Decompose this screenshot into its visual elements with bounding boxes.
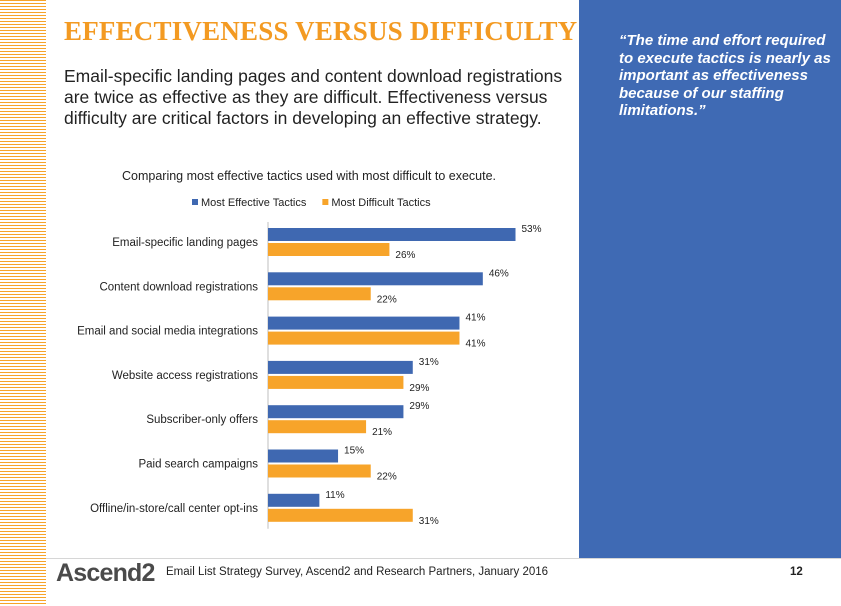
- bar-0-4: [268, 405, 404, 419]
- category-label-3: Website access registrations: [112, 370, 258, 382]
- quote-panel: “The time and effort required to execute…: [579, 0, 841, 558]
- chart-title: Comparing most effective tactics used wi…: [122, 169, 496, 183]
- footer-divider: [46, 558, 841, 559]
- data-label-1-1: 22%: [377, 294, 397, 305]
- category-label-4: Subscriber-only offers: [146, 414, 258, 426]
- decorative-stripes: [0, 0, 46, 606]
- category-label-1: Content download registrations: [99, 281, 258, 293]
- bar-1-5: [268, 464, 371, 478]
- legend-swatch-0: [192, 199, 198, 205]
- bar-1-6: [268, 508, 413, 522]
- legend-label-1: Most Difficult Tactics: [331, 197, 431, 209]
- data-label-1-6: 31%: [419, 516, 439, 527]
- bar-1-3: [268, 375, 404, 389]
- bar-0-0: [268, 228, 516, 241]
- data-label-1-3: 29%: [409, 383, 429, 394]
- category-label-6: Offline/in-store/call center opt-ins: [90, 503, 258, 515]
- category-label-2: Email and social media integrations: [77, 326, 258, 338]
- data-label-1-2: 41%: [465, 339, 485, 350]
- legend-label-0: Most Effective Tactics: [201, 197, 307, 209]
- ascend2-logo: Ascend2: [56, 559, 155, 587]
- bar-0-3: [268, 360, 413, 374]
- data-label-0-2: 41%: [465, 313, 485, 324]
- data-label-0-5: 15%: [344, 446, 364, 457]
- category-label-5: Paid search campaigns: [138, 459, 258, 471]
- data-label-0-6: 11%: [325, 490, 344, 501]
- quote-text: “The time and effort required to execute…: [619, 32, 831, 119]
- bar-0-1: [268, 272, 483, 286]
- bar-0-6: [268, 493, 320, 507]
- intro-text: Email-specific landing pages and content…: [64, 66, 563, 128]
- bar-1-1: [268, 287, 371, 301]
- data-label-1-4: 21%: [372, 427, 392, 438]
- bar-0-5: [268, 449, 339, 463]
- page-title: EFFECTIVENESS VERSUS DIFFICULTY: [64, 16, 578, 46]
- category-label-0: Email-specific landing pages: [112, 237, 258, 249]
- data-label-0-4: 29%: [409, 401, 429, 412]
- bar-0-2: [268, 316, 460, 330]
- bar-1-4: [268, 420, 367, 434]
- bar-1-2: [268, 331, 460, 345]
- legend-swatch-1: [322, 199, 329, 205]
- source-citation: Email List Strategy Survey, Ascend2 and …: [166, 566, 549, 578]
- bar-1-0: [268, 243, 390, 256]
- data-label-0-1: 46%: [489, 268, 509, 279]
- bar-chart: Comparing most effective tactics used wi…: [77, 169, 542, 529]
- bar-chart-svg: Comparing most effective tactics used wi…: [77, 169, 542, 529]
- data-label-1-5: 22%: [377, 472, 397, 483]
- data-label-0-3: 31%: [419, 357, 439, 368]
- page-number: 12: [790, 566, 803, 578]
- data-label-0-0: 53%: [522, 224, 542, 235]
- data-label-1-0: 26%: [395, 250, 415, 261]
